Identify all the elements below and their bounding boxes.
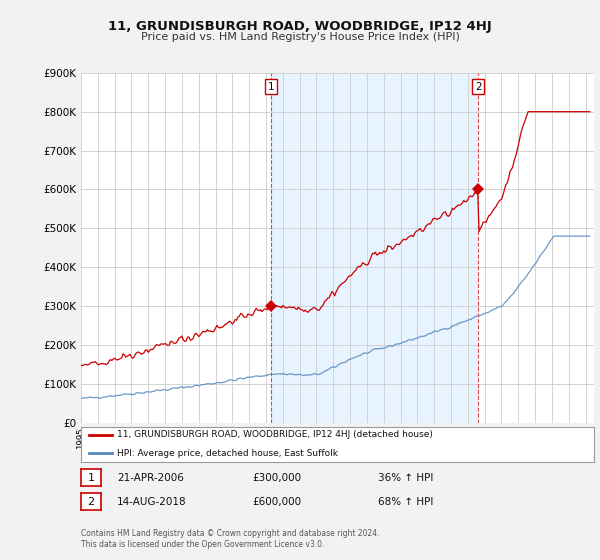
Text: 2: 2 <box>475 82 482 92</box>
Text: 11, GRUNDISBURGH ROAD, WOODBRIDGE, IP12 4HJ: 11, GRUNDISBURGH ROAD, WOODBRIDGE, IP12 … <box>108 20 492 32</box>
Text: HPI: Average price, detached house, East Suffolk: HPI: Average price, detached house, East… <box>117 449 338 458</box>
Text: 14-AUG-2018: 14-AUG-2018 <box>117 497 187 507</box>
Text: Contains HM Land Registry data © Crown copyright and database right 2024.
This d: Contains HM Land Registry data © Crown c… <box>81 529 380 549</box>
Text: 1: 1 <box>268 82 275 92</box>
Text: 11, GRUNDISBURGH ROAD, WOODBRIDGE, IP12 4HJ (detached house): 11, GRUNDISBURGH ROAD, WOODBRIDGE, IP12 … <box>117 431 433 440</box>
Text: 1: 1 <box>88 473 94 483</box>
Text: £300,000: £300,000 <box>252 473 301 483</box>
Bar <box>271 73 478 423</box>
Text: 21-APR-2006: 21-APR-2006 <box>117 473 184 483</box>
Text: £600,000: £600,000 <box>252 497 301 507</box>
Text: 68% ↑ HPI: 68% ↑ HPI <box>378 497 433 507</box>
Text: 36% ↑ HPI: 36% ↑ HPI <box>378 473 433 483</box>
Text: 2: 2 <box>88 497 94 507</box>
Text: Price paid vs. HM Land Registry's House Price Index (HPI): Price paid vs. HM Land Registry's House … <box>140 32 460 43</box>
